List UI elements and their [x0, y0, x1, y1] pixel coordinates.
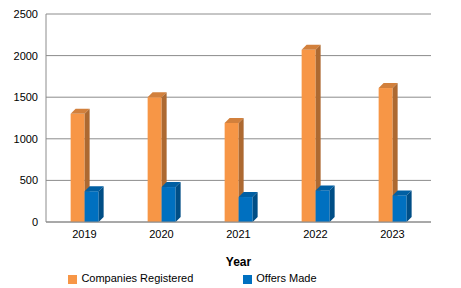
svg-text:2020: 2020	[149, 228, 173, 240]
svg-text:2000: 2000	[14, 50, 38, 62]
svg-text:2023: 2023	[380, 228, 404, 240]
svg-text:500: 500	[20, 174, 38, 186]
svg-text:2500: 2500	[14, 8, 38, 20]
html-text:Companies Registered: Companies Registered	[81, 272, 194, 284]
svg-text:2021: 2021	[226, 228, 250, 240]
svg-text:0: 0	[32, 216, 38, 228]
svg-text:2019: 2019	[72, 228, 96, 240]
svg-text:Year: Year	[226, 255, 252, 269]
svg-text:2022: 2022	[303, 228, 327, 240]
svg-text:1500: 1500	[14, 91, 38, 103]
html-text:Offers Made: Offers Made	[256, 272, 317, 284]
svg-text:1000: 1000	[14, 133, 38, 145]
